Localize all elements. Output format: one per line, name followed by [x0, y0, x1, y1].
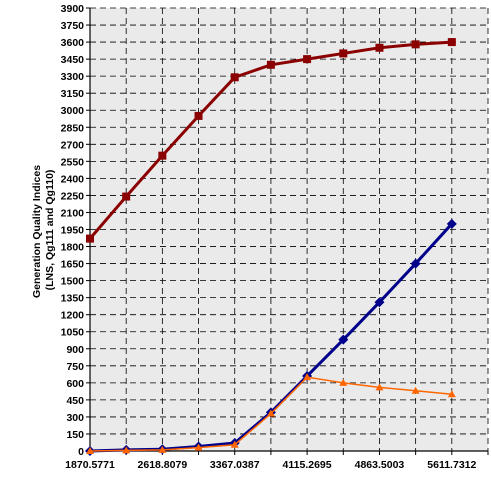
- y-tick-label: 300: [66, 412, 84, 424]
- data-point-square: [158, 151, 167, 160]
- y-tick-label: 2100: [61, 207, 85, 219]
- data-point-square: [447, 38, 456, 47]
- data-point-square: [375, 43, 384, 52]
- data-point-diamond: [338, 334, 349, 345]
- data-point-diamond: [446, 218, 457, 229]
- data-point-square: [266, 60, 275, 69]
- plot-area-background: [90, 8, 488, 451]
- y-tick-label: 1350: [61, 293, 85, 305]
- x-tick-label: 4863.5003: [355, 459, 405, 471]
- x-tick-label: 3367.0387: [210, 459, 260, 471]
- x-tick-label: 2618.8079: [138, 459, 188, 471]
- data-point-square: [411, 40, 420, 49]
- y-tick-label: 2850: [61, 122, 85, 134]
- y-tick-label: 1650: [61, 259, 85, 271]
- data-point-triangle: [303, 373, 312, 381]
- y-tick-label: 3450: [61, 54, 85, 66]
- data-point-triangle: [411, 386, 420, 394]
- y-axis-label-line-2: (LNS, Qg111 and Qg110): [44, 170, 56, 291]
- data-point-triangle: [122, 446, 131, 454]
- y-tick-label: 3300: [61, 71, 85, 83]
- y-tick-label: 0: [78, 446, 84, 458]
- data-point-square: [230, 73, 239, 82]
- y-tick-labels: 0 150 300 450 600 750 900 1050 1200 1350 1500 1650 1…: [61, 3, 85, 458]
- y-tick-label: 2550: [61, 156, 85, 168]
- y-tick-label: 3600: [61, 37, 85, 49]
- y-tick-label: 2250: [61, 190, 85, 202]
- grid-lines: [90, 7, 489, 451]
- y-tick-label: 1500: [61, 276, 85, 288]
- data-point-triangle: [194, 443, 203, 451]
- data-point-square: [86, 234, 94, 243]
- y-tick-label: 750: [66, 361, 84, 373]
- x-tick-label: 5611.7312: [427, 459, 476, 471]
- data-point-square: [194, 111, 203, 120]
- y-tick-label: 1200: [61, 310, 85, 322]
- data-point-triangle: [158, 445, 167, 453]
- series-1: [86, 38, 456, 243]
- y-axis-label-line-1: Generation Quality Indices: [31, 165, 43, 298]
- data-point-triangle: [339, 378, 348, 386]
- data-point-triangle: [266, 409, 275, 417]
- y-tick-label: 3900: [61, 3, 85, 15]
- y-tick-label: 150: [66, 429, 84, 441]
- data-point-square: [303, 55, 312, 64]
- y-tick-label: 450: [66, 395, 84, 407]
- data-point-triangle: [86, 447, 94, 454]
- x-tick-label: 1870.5771: [65, 459, 115, 471]
- data-point-diamond: [410, 258, 421, 269]
- y-tick-label: 600: [66, 378, 84, 390]
- y-tick-label: 1950: [61, 225, 85, 237]
- data-point-triangle: [375, 383, 384, 391]
- y-tick-label: 2700: [61, 139, 85, 151]
- y-tick-label: 1050: [61, 327, 85, 339]
- y-tick-label: 1800: [61, 242, 85, 254]
- data-point-square: [122, 192, 131, 201]
- data-point-triangle: [230, 440, 239, 448]
- y-tick-label: 3000: [61, 105, 85, 117]
- x-tick-label: 4115.2695: [283, 459, 332, 471]
- data-point-square: [339, 49, 348, 58]
- y-tick-label: 3750: [61, 20, 85, 32]
- axes: [86, 7, 489, 455]
- data-point-triangle: [447, 390, 456, 398]
- y-tick-label: 3150: [61, 88, 85, 100]
- y-axis-label: Generation Quality Indices (LNS, Qg111 a…: [31, 162, 56, 298]
- series-group: [85, 38, 457, 456]
- x-tick-labels: 1870.5771 2618.8079 3367.0387 4115.2695 4863…: [65, 459, 476, 471]
- y-tick-label: 2400: [61, 173, 85, 185]
- y-tick-label: 900: [66, 344, 84, 356]
- data-point-diamond: [374, 297, 385, 308]
- series-3: [86, 373, 456, 454]
